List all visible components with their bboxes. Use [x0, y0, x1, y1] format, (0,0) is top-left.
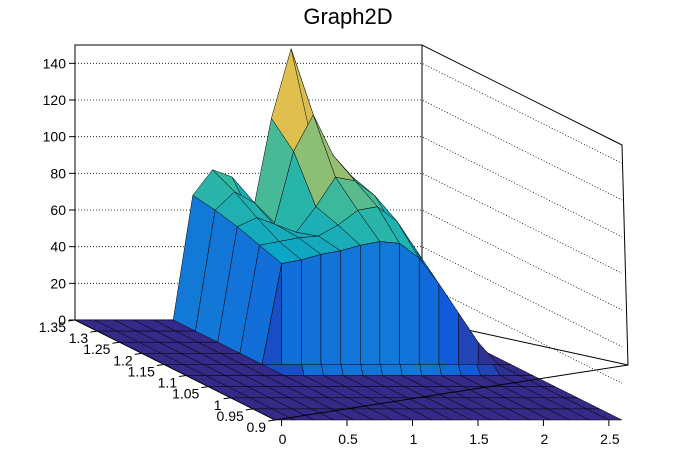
y-tick-label: 1.05	[172, 386, 199, 402]
y-tick-label: 1.15	[128, 363, 155, 379]
z-tick-label: 60	[50, 202, 66, 218]
z-tick-label: 20	[50, 275, 66, 291]
y-tick-label: 1.3	[69, 330, 89, 346]
z-tick-label: 120	[43, 92, 67, 108]
z-tick-label: 0	[58, 312, 66, 328]
surface-wall-cell	[340, 244, 361, 365]
y-tick-label: 0.95	[217, 408, 244, 424]
surface-cell	[586, 408, 623, 421]
y-tick	[267, 419, 276, 422]
y-tick-label: 0.9	[247, 419, 267, 435]
surface-mesh	[74, 47, 623, 421]
tick-labels: 0204060801001201400.90.9511.051.11.151.2…	[39, 55, 620, 447]
y-tick	[156, 363, 164, 366]
y-tick	[112, 341, 120, 344]
x-axis-line	[274, 364, 629, 421]
surface-wall-cell	[399, 242, 420, 365]
z-tick-label: 140	[43, 55, 67, 71]
surface-wall-cell	[281, 259, 302, 365]
y-tick	[67, 319, 76, 322]
y-tick	[223, 397, 231, 400]
x-tick-label: 2	[541, 431, 549, 447]
surface-wall-cell	[418, 257, 440, 365]
side-wall	[421, 44, 629, 366]
z-tick-label: 40	[50, 239, 66, 255]
y-tick	[245, 408, 253, 411]
y-tick-label: 1.2	[113, 352, 133, 368]
x-tick-label: 0	[279, 431, 287, 447]
y-axis-line	[74, 319, 276, 421]
x-tick-label: 0.5	[338, 431, 358, 447]
y-tick	[134, 352, 142, 355]
y-tick	[179, 375, 187, 378]
surface-wall-cell	[458, 312, 479, 365]
axes	[67, 45, 629, 426]
x-tick-label: 1	[410, 431, 418, 447]
surface-wall-cell	[379, 241, 400, 365]
z-grid-line	[75, 62, 623, 164]
y-tick-label: 1.35	[39, 319, 66, 335]
chart-title: Graph2D	[303, 4, 393, 29]
surface-wall-cell	[438, 282, 459, 365]
surface-wall-cell	[320, 250, 341, 365]
x-tick-label: 1.5	[469, 431, 489, 447]
y-tick	[201, 386, 209, 389]
y-tick	[90, 330, 98, 333]
z-tick-label: 80	[50, 165, 66, 181]
z-tick-label: 100	[43, 129, 67, 145]
y-tick-label: 1.25	[83, 341, 110, 357]
y-tick-label: 1.1	[158, 375, 178, 391]
x-tick-label: 2.5	[600, 431, 620, 447]
surface-wall-cell	[360, 241, 381, 365]
surface-wall-cell	[301, 254, 322, 365]
y-tick-label: 1	[214, 397, 222, 413]
surface-wall-cell	[477, 341, 499, 365]
